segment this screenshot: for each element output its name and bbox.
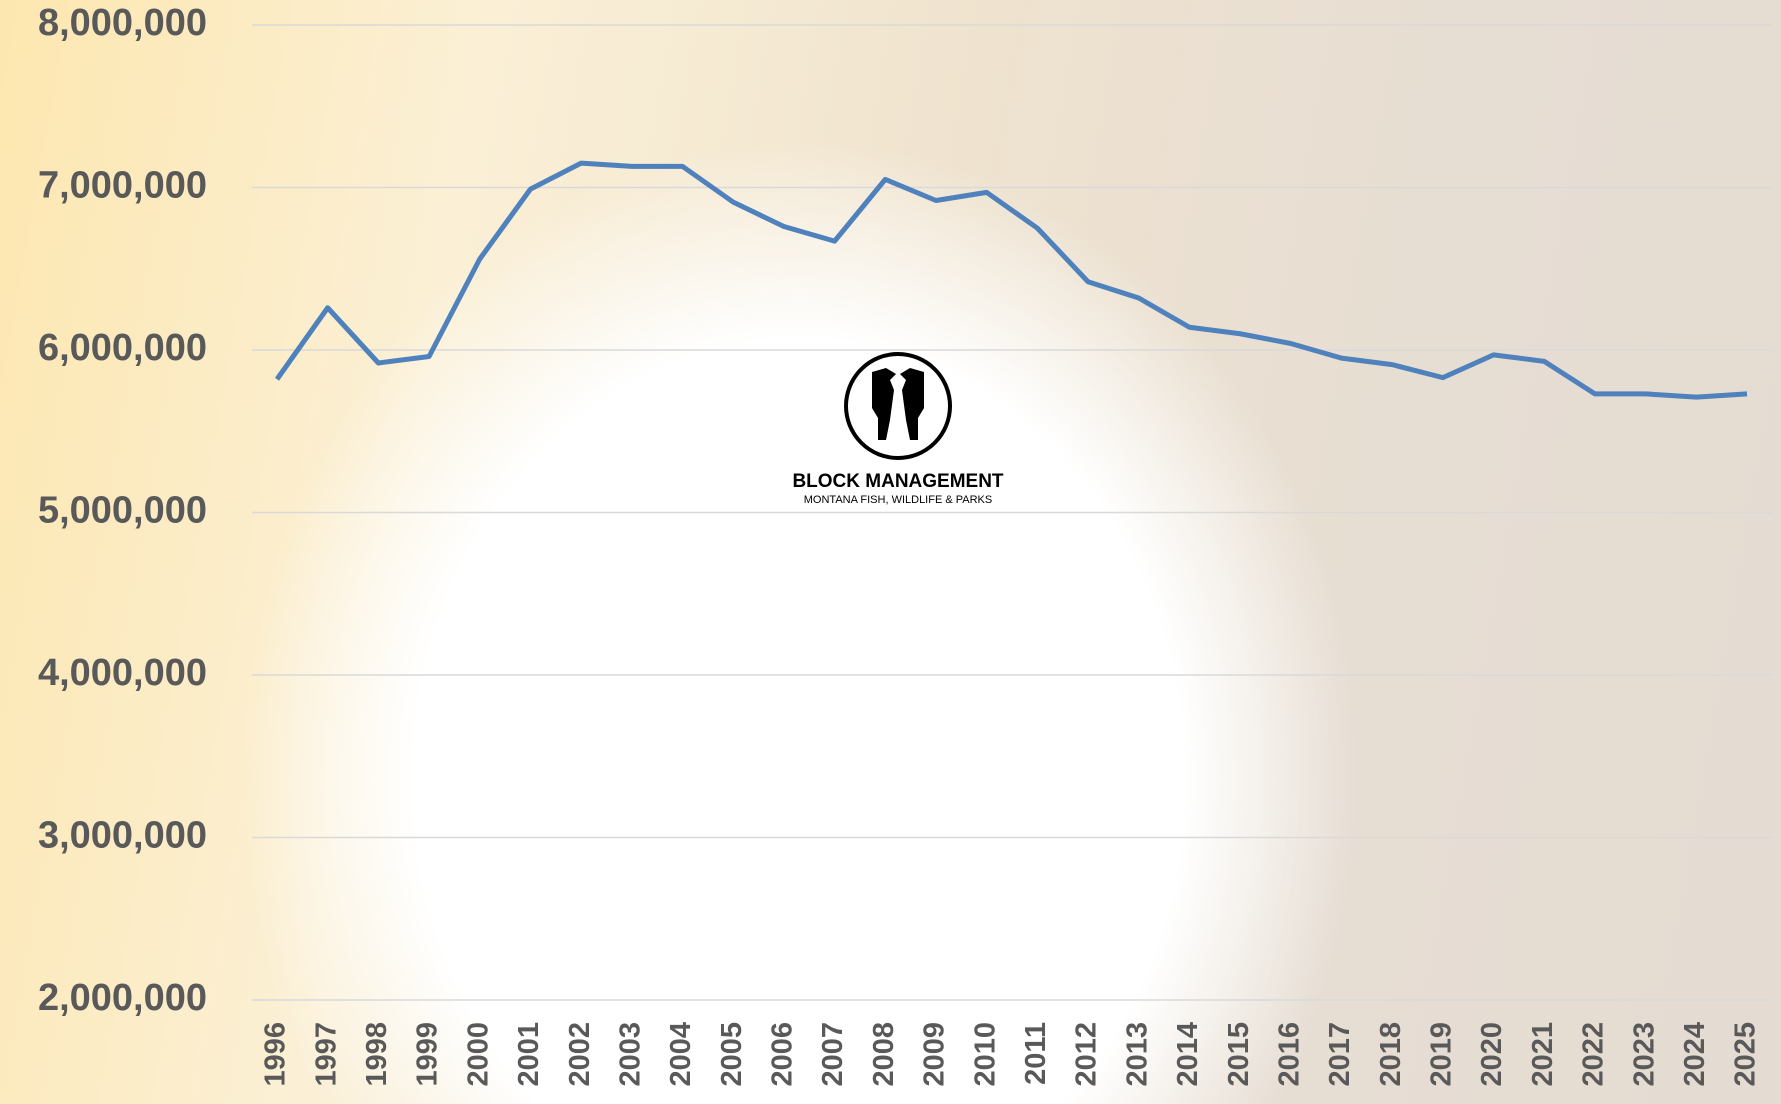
y-tick-label: 2,000,000 [38, 977, 207, 1019]
logo-subtitle: MONTANA FISH, WILDLIFE & PARKS [804, 494, 992, 506]
x-tick-label: 2017 [1324, 1022, 1356, 1087]
x-tick-label: 2021 [1527, 1022, 1559, 1087]
logo-title: BLOCK MANAGEMENT [792, 471, 1003, 492]
y-tick-label: 4,000,000 [38, 652, 207, 694]
x-tick-label: 2014 [1172, 1022, 1204, 1087]
logo-figures [872, 368, 924, 440]
x-tick-label: 2003 [614, 1022, 646, 1087]
x-tick-label: 2018 [1375, 1022, 1407, 1087]
x-tick-label: 2015 [1223, 1022, 1255, 1087]
x-tick-label: 2020 [1476, 1022, 1508, 1087]
x-tick-label: 2004 [665, 1022, 697, 1087]
y-tick-label: 8,000,000 [38, 2, 207, 44]
x-tick-label: 2009 [919, 1022, 951, 1087]
y-tick-label: 5,000,000 [38, 490, 207, 532]
x-tick-label: 2005 [716, 1022, 748, 1087]
x-tick-label: 2008 [868, 1022, 900, 1087]
x-tick-label: 1996 [260, 1022, 292, 1087]
x-tick-label: 2023 [1628, 1022, 1660, 1087]
x-tick-label: 2024 [1679, 1022, 1711, 1087]
x-tick-label: 2010 [969, 1022, 1001, 1087]
x-tick-label: 2025 [1730, 1022, 1762, 1087]
logo-circle [844, 352, 952, 460]
x-tick-label: 2019 [1426, 1022, 1458, 1087]
x-tick-label: 2022 [1578, 1022, 1610, 1087]
y-tick-label: 6,000,000 [38, 327, 207, 369]
logo: BLOCK MANAGEMENT MONTANA FISH, WILDLIFE … [792, 352, 1004, 506]
x-tick-label: 2006 [767, 1022, 799, 1087]
x-tick-label: 2016 [1273, 1022, 1305, 1087]
x-tick-label: 2012 [1071, 1022, 1103, 1087]
x-tick-label: 2007 [817, 1022, 849, 1087]
x-tick-label: 1997 [310, 1022, 342, 1087]
x-tick-label: 2001 [513, 1022, 545, 1087]
x-tick-label: 2013 [1121, 1022, 1153, 1087]
y-tick-label: 3,000,000 [38, 815, 207, 857]
x-tick-label: 2011 [1020, 1022, 1052, 1085]
line-series [274, 160, 1748, 400]
x-tick-label: 1999 [412, 1022, 444, 1087]
x-tick-label: 1998 [361, 1022, 393, 1087]
y-tick-label: 7,000,000 [38, 165, 207, 207]
x-tick-label: 2002 [564, 1022, 596, 1087]
x-tick-label: 2000 [462, 1022, 494, 1087]
plot: 2,000,000 3,000,000 4,000,000 5,000,000 6,00… [38, 2, 1772, 1087]
